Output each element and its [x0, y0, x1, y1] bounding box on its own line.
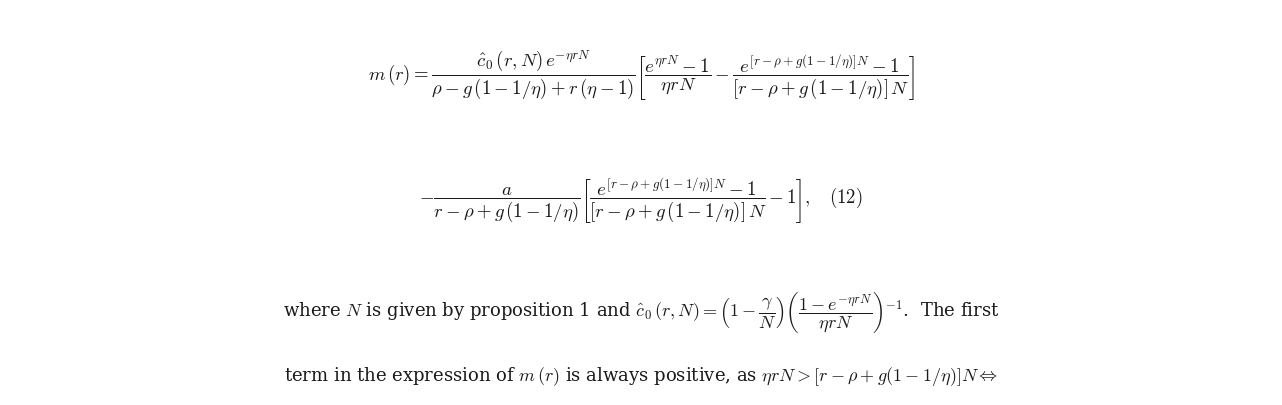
Text: $m\,(r) = \dfrac{\hat{c}_0\,(r,N)\,e^{-\eta r N}}{\rho - g\,(1 - 1/\eta) + r\,(\: $m\,(r) = \dfrac{\hat{c}_0\,(r,N)\,e^{-\…: [368, 49, 914, 103]
Text: term in the expression of $m\,(r)$ is always positive, as $\eta r N > [r - \rho : term in the expression of $m\,(r)$ is al…: [283, 364, 999, 388]
Text: $- \dfrac{a}{r - \rho + g\,(1 - 1/\eta)} \left[\dfrac{e^{[r-\rho+g(1-1/\eta)]N} : $- \dfrac{a}{r - \rho + g\,(1 - 1/\eta)}…: [419, 176, 863, 226]
Text: where $N$ is given by proposition 1 and $\hat{c}_0\,(r,N) = \left(1 - \dfrac{\ga: where $N$ is given by proposition 1 and …: [283, 290, 999, 335]
